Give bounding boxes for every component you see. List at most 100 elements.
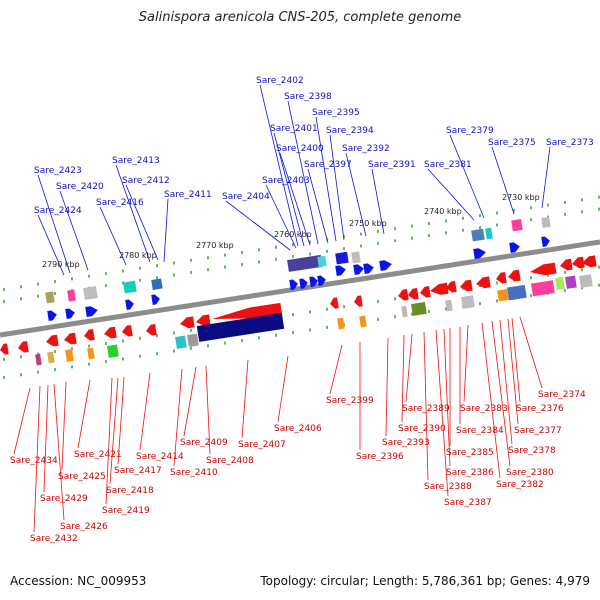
reverse-arrow bbox=[212, 302, 283, 319]
gene-label-sare-2432: Sare_2432 bbox=[30, 534, 78, 544]
reverse-feature-shape bbox=[107, 344, 119, 358]
reverse-arrow bbox=[420, 286, 431, 298]
topology-text: Topology: circular; Length: 5,786,361 bp… bbox=[260, 574, 590, 588]
forward-arrow-shape bbox=[125, 299, 134, 310]
reverse-arrow-shape bbox=[460, 279, 473, 292]
reverse-arrow bbox=[146, 324, 157, 336]
forward-feature bbox=[83, 286, 98, 300]
forward-arrow-shape bbox=[47, 310, 57, 321]
gene-label-sare-2381: Sare_2381 bbox=[424, 160, 472, 170]
gene-label-sare-2434: Sare_2434 bbox=[10, 456, 58, 466]
gene-label-sare-2374: Sare_2374 bbox=[538, 390, 586, 400]
reverse-feature-shape bbox=[579, 274, 593, 288]
reverse-arrow bbox=[398, 289, 409, 301]
reverse-arrow bbox=[18, 341, 29, 353]
reverse-arrow-shape bbox=[354, 295, 363, 307]
gene-label-sare-2383: Sare_2383 bbox=[460, 404, 508, 414]
reverse-arrow-shape bbox=[572, 256, 585, 269]
gene-label-sare-2397: Sare_2397 bbox=[304, 160, 352, 170]
reverse-feature-shape bbox=[87, 347, 95, 360]
leader-line-sare-2413 bbox=[115, 164, 151, 263]
leader-line-sare-2390 bbox=[401, 334, 405, 423]
forward-feature-shape bbox=[287, 254, 323, 272]
reverse-feature-shape bbox=[507, 284, 527, 301]
reverse-arrow-shape bbox=[446, 281, 457, 293]
reverse-arrow bbox=[430, 282, 449, 295]
reverse-arrow-shape bbox=[420, 286, 431, 298]
leader-line-sare-2429 bbox=[43, 384, 49, 493]
reverse-feature-shape bbox=[47, 351, 55, 364]
gene-label-sare-2400: Sare_2400 bbox=[276, 144, 324, 154]
scale-label: 2740 kbp bbox=[424, 207, 462, 216]
leader-line-sare-2434 bbox=[13, 387, 31, 455]
reverse-arrow-shape bbox=[104, 326, 117, 339]
reverse-feature bbox=[579, 274, 593, 288]
forward-arrow bbox=[363, 263, 374, 274]
reverse-arrow bbox=[196, 314, 211, 327]
genome-backbone bbox=[0, 239, 600, 338]
gene-label-sare-2378: Sare_2378 bbox=[508, 446, 556, 456]
reverse-feature bbox=[337, 317, 345, 330]
forward-arrow bbox=[85, 306, 98, 317]
gene-label-sare-2402: Sare_2402 bbox=[256, 76, 304, 86]
gene-label-sare-2393: Sare_2393 bbox=[382, 438, 430, 448]
gene-label-sare-2408: Sare_2408 bbox=[206, 456, 254, 466]
reverse-arrow bbox=[560, 258, 573, 271]
gene-label-sare-2418: Sare_2418 bbox=[106, 486, 154, 496]
forward-arrow-shape bbox=[509, 242, 520, 253]
leader-line-sare-2393 bbox=[385, 337, 389, 437]
gene-label-sare-2429: Sare_2429 bbox=[40, 494, 88, 504]
leader-line-sare-2387 bbox=[435, 329, 449, 497]
reverse-feature bbox=[87, 347, 95, 360]
forward-feature bbox=[471, 228, 485, 242]
reverse-arrow bbox=[84, 329, 95, 341]
forward-feature-shape bbox=[485, 227, 493, 240]
leader-line-sare-2409 bbox=[183, 366, 197, 437]
leader-line-sare-2382 bbox=[481, 322, 501, 479]
reverse-arrow-shape bbox=[0, 343, 9, 355]
gene-label-sare-2412: Sare_2412 bbox=[122, 176, 170, 186]
gene-label-sare-2414: Sare_2414 bbox=[136, 452, 184, 462]
reverse-feature bbox=[35, 353, 42, 366]
reverse-arrow bbox=[0, 343, 9, 355]
leader-line-sare-2391 bbox=[371, 168, 385, 235]
reverse-feature bbox=[461, 295, 475, 309]
forward-arrow bbox=[473, 248, 486, 259]
reverse-arrow bbox=[64, 332, 77, 345]
forward-arrow bbox=[335, 265, 346, 276]
reverse-arrow-shape bbox=[212, 302, 283, 319]
gene-label-sare-2373: Sare_2373 bbox=[546, 138, 594, 148]
leader-line-sare-2432 bbox=[33, 385, 41, 533]
forward-arrow bbox=[353, 264, 364, 275]
leader-line-sare-2380 bbox=[491, 320, 511, 467]
gene-label-sare-2376: Sare_2376 bbox=[516, 404, 564, 414]
leader-line-sare-2414 bbox=[139, 372, 151, 451]
leader-line-sare-2402 bbox=[259, 84, 299, 247]
gene-label-sare-2375: Sare_2375 bbox=[488, 138, 536, 148]
leader-line-sare-2376 bbox=[511, 317, 521, 403]
forward-arrow-shape bbox=[317, 275, 326, 286]
gene-label-sare-2423: Sare_2423 bbox=[34, 166, 82, 176]
forward-feature bbox=[67, 289, 76, 302]
reverse-arrow-shape bbox=[496, 272, 507, 284]
forward-arrow bbox=[541, 236, 550, 247]
gene-label-sare-2426: Sare_2426 bbox=[60, 522, 108, 532]
gene-label-sare-2396: Sare_2396 bbox=[356, 452, 404, 462]
reverse-arrow-shape bbox=[18, 341, 29, 353]
reverse-feature bbox=[107, 344, 119, 358]
leader-line-sare-2398 bbox=[287, 100, 319, 245]
forward-arrow-shape bbox=[363, 263, 374, 274]
leader-line-sare-2399 bbox=[329, 344, 343, 395]
gene-label-sare-2421: Sare_2421 bbox=[74, 450, 122, 460]
gene-label-sare-2420: Sare_2420 bbox=[56, 182, 104, 192]
leader-line-sare-2394 bbox=[329, 134, 345, 241]
forward-arrow-shape bbox=[379, 260, 392, 271]
reverse-feature-shape bbox=[187, 333, 199, 347]
forward-arrow bbox=[151, 294, 160, 305]
leader-line-sare-2381 bbox=[427, 168, 475, 221]
gene-label-sare-2394: Sare_2394 bbox=[326, 126, 374, 136]
reverse-arrow-shape bbox=[508, 269, 521, 282]
reverse-arrow bbox=[476, 276, 491, 289]
reverse-arrow-shape bbox=[180, 316, 195, 329]
